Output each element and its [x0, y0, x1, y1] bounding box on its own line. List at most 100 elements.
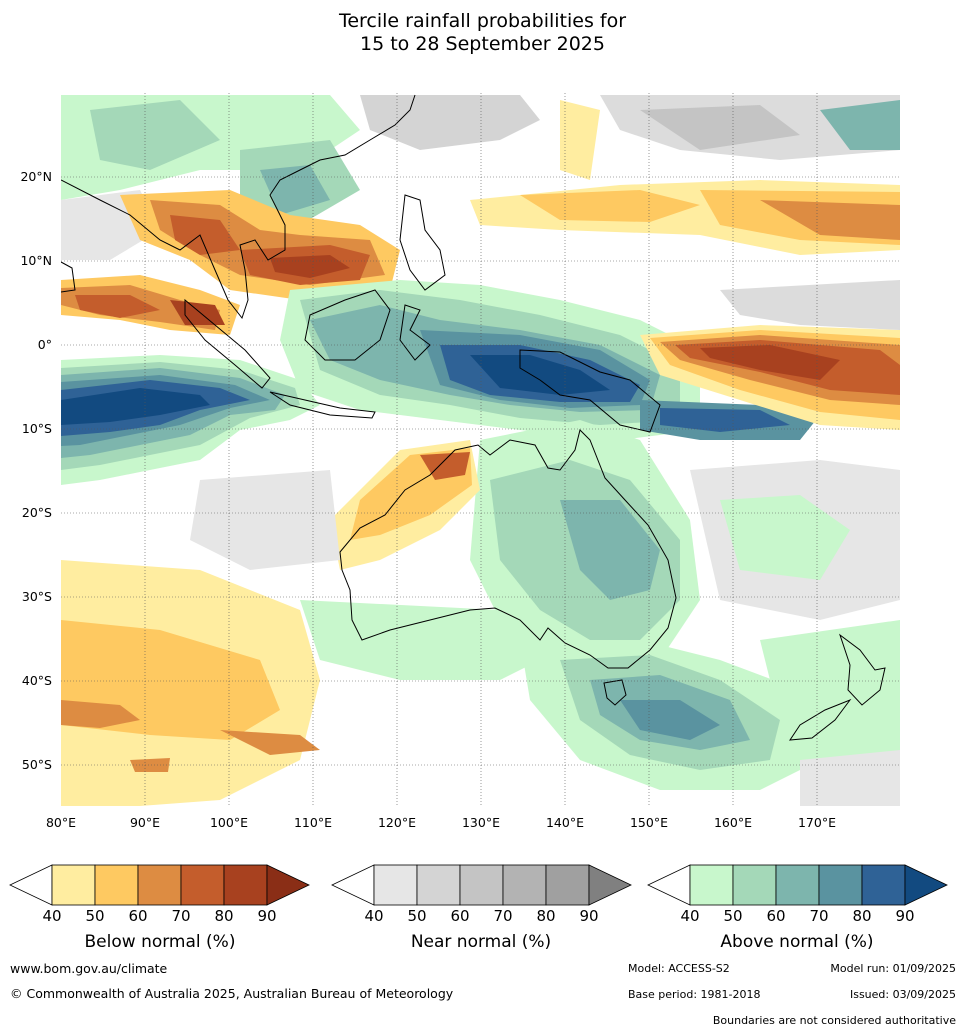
sumatra-coastline: [184, 298, 271, 389]
near-normal-colorbar: 40 50 60 70 80 90: [331, 864, 632, 925]
australia-coastline: [339, 429, 677, 669]
colorbar-tick-label: 70: [809, 907, 828, 925]
near-normal-legend-label: Near normal (%): [410, 932, 552, 952]
near-normal-region: [800, 750, 900, 806]
colorbar-tick-label: 90: [895, 907, 914, 925]
colorbar-tick-label: 80: [536, 907, 555, 925]
colorbar-segment: [180, 864, 225, 906]
colorbars: 40 50 60 70 80 90 40 50 60 70 80 90 40 50 60 70 80 90: [9, 864, 948, 925]
colorbar-tick-label: 90: [257, 907, 276, 925]
above-normal-region: [720, 495, 850, 580]
lat-tick-label: 30°S: [22, 589, 52, 604]
colorbar-tick-label: 60: [128, 907, 147, 925]
colorbar-over-triangle: [904, 864, 948, 906]
new-zealand-coastline: [789, 633, 886, 741]
copyright-text: © Commonwealth of Australia 2025, Austra…: [10, 986, 454, 1001]
below-normal-region: [130, 758, 170, 772]
colorbar-segment: [51, 864, 96, 906]
above-normal-region: [470, 355, 610, 395]
colorbar-tick-label: 50: [723, 907, 742, 925]
map-field: [61, 93, 900, 806]
gridlines: [61, 93, 900, 806]
lon-tick-label: 170°E: [798, 815, 836, 830]
colorbar-under-triangle: [647, 864, 691, 906]
lon-tick-label: 140°E: [546, 815, 584, 830]
below-normal-region: [700, 345, 840, 380]
philippines-coastline: [399, 194, 446, 291]
lat-tick-label: 20°S: [22, 505, 52, 520]
colorbar-segment: [502, 864, 547, 906]
lon-tick-label: 130°E: [462, 815, 500, 830]
website-link[interactable]: www.bom.gov.au/climate: [10, 961, 168, 976]
colorbar-tick-label: 80: [852, 907, 871, 925]
asia-coastline: [61, 94, 416, 320]
colorbar-over-triangle: [266, 864, 310, 906]
above-normal-region: [620, 700, 720, 740]
near-normal-region: [190, 470, 340, 570]
near-normal-region: [640, 105, 800, 150]
below-normal-region: [220, 730, 320, 755]
colorbar-tick-label: 70: [493, 907, 512, 925]
near-normal-region: [720, 280, 900, 330]
borneo-coastline: [304, 289, 391, 361]
colorbar-under-triangle: [9, 864, 53, 906]
new-guinea-coastline: [519, 349, 661, 433]
below-normal-region: [170, 215, 240, 255]
lon-tick-label: 110°E: [294, 815, 332, 830]
above-normal-region: [61, 388, 210, 425]
colorbar-segment: [459, 864, 504, 906]
above-normal-region: [760, 620, 900, 790]
colorbar-tick-label: 40: [680, 907, 699, 925]
lat-tick-label: 50°S: [22, 757, 52, 772]
lon-tick-label: 150°E: [630, 815, 668, 830]
lon-tick-label: 160°E: [714, 815, 752, 830]
lon-tick-label: 90°E: [130, 815, 160, 830]
colorbar-over-triangle: [588, 864, 632, 906]
below-normal-region: [560, 100, 600, 180]
map-title: Tercile rainfall probabilities for 15 to…: [0, 10, 965, 56]
colorbar-segment: [137, 864, 182, 906]
above-normal-region: [560, 500, 660, 600]
below-normal-region: [760, 200, 900, 240]
colorbar-segment: [775, 864, 820, 906]
colorbar-tick-label: 70: [171, 907, 190, 925]
colorbar-segment: [545, 864, 590, 906]
latitude-labels: 20°N 10°N 0° 10°S 20°S 30°S 40°S 50°S: [20, 169, 52, 772]
lon-tick-label: 120°E: [378, 815, 416, 830]
lat-tick-label: 10°S: [22, 421, 52, 436]
near-normal-region: [360, 95, 540, 150]
boundaries-disclaimer: Boundaries are not considered authoritat…: [712, 1014, 956, 1027]
colorbar-segment: [818, 864, 863, 906]
tasmania-coastline: [603, 679, 627, 706]
below-normal-region: [170, 300, 225, 325]
longitude-labels: 80°E 90°E 100°E 110°E 120°E 130°E 140°E …: [46, 815, 836, 830]
title-line-1: Tercile rainfall probabilities for: [338, 10, 627, 32]
colorbar-segment: [689, 864, 734, 906]
colorbar-segment: [94, 864, 139, 906]
colorbar-segment: [861, 864, 906, 906]
model-run-date: Model run: 01/09/2025: [830, 962, 956, 975]
colorbar-tick-label: 60: [766, 907, 785, 925]
colorbar-segment: [223, 864, 268, 906]
above-normal-region: [90, 100, 220, 170]
colorbar-tick-label: 90: [579, 907, 598, 925]
colorbar-tick-label: 50: [407, 907, 426, 925]
lat-tick-label: 0°: [38, 337, 52, 352]
base-period: Base period: 1981-2018: [628, 988, 761, 1001]
below-normal-region: [75, 295, 160, 318]
above-normal-region: [820, 100, 900, 150]
model-name: Model: ACCESS-S2: [628, 962, 730, 975]
lon-tick-label: 100°E: [210, 815, 248, 830]
colorbar-tick-label: 40: [364, 907, 383, 925]
lat-tick-label: 40°S: [22, 673, 52, 688]
colorbar-tick-label: 40: [42, 907, 61, 925]
above-normal-region: [260, 165, 330, 215]
lat-tick-label: 20°N: [20, 169, 52, 184]
lat-tick-label: 10°N: [20, 253, 52, 268]
colorbar-segment: [373, 864, 418, 906]
colorbar-under-triangle: [331, 864, 375, 906]
above-normal-colorbar: 40 50 60 70 80 90: [647, 864, 948, 925]
issued-date: Issued: 03/09/2025: [849, 988, 956, 1001]
title-line-2: 15 to 28 September 2025: [360, 33, 605, 55]
